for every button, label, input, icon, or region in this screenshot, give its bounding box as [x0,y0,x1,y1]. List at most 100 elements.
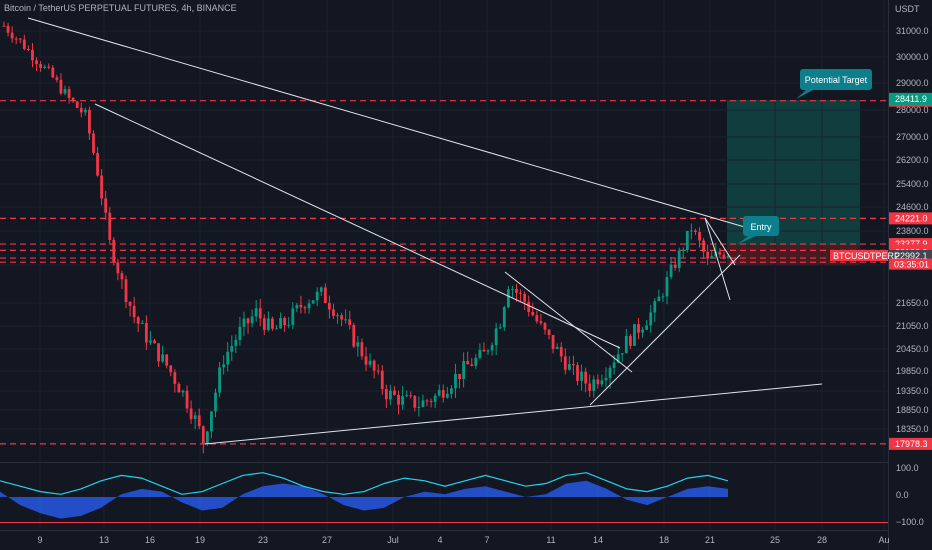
candle-body [421,400,425,407]
candle-body [689,230,693,232]
candle-body [242,318,246,327]
candle-body [63,89,67,94]
time-tick-label: 25 [770,535,780,545]
candle-body [92,133,95,153]
indicator-axis: 100.0 0.0 −100.0 [896,463,924,527]
candle-body [197,415,201,427]
candle-body [523,293,527,302]
candle-body [43,66,47,68]
trendline-rising[interactable] [589,254,741,406]
trendline-wedge-a[interactable] [704,217,731,301]
candle-body [470,364,474,366]
candle-body [539,321,543,324]
candle-body [506,289,510,308]
candle-body [344,319,348,321]
time-tick-label: 23 [258,535,268,545]
candle-body [116,262,120,274]
candle-body [710,256,714,259]
candle-body [718,251,722,255]
candle-body [384,388,388,400]
candle-body [153,340,156,344]
candle-body [494,328,498,346]
candle-body [311,300,315,304]
candle-body [519,292,522,294]
annotation-entry[interactable]: Entry [738,216,779,244]
trendline-upper[interactable] [27,17,749,229]
candle-body [18,38,22,40]
candle-body [478,349,482,358]
candle-body [543,323,547,330]
candle-body [222,364,226,368]
currency-label: USDT [895,4,920,14]
level-badge-label: 24221.0 [895,213,928,223]
candle-body [238,326,242,340]
trendline-support[interactable] [204,383,823,445]
candle-body [165,354,169,366]
annotation-potential-target[interactable]: Potential Target [796,69,872,99]
candle-body [413,395,417,408]
candle-body [51,67,55,78]
candle-body [10,32,14,39]
candle-body [592,379,596,391]
candle-body [201,426,205,444]
symbol-label: BTCUSDTPERP [833,251,900,261]
candle-body [502,307,506,328]
candle-body [149,340,152,343]
time-tick-label: 9 [37,535,42,545]
candle-body [657,296,661,302]
indicator-line [0,472,729,495]
price-axis[interactable]: 31000.0 30000.0 29000.0 28000.0 27000.0 26200… [896,26,929,434]
candle-body [35,60,38,65]
price-badges: 28344.424221.023377.923173.822924.022790… [889,92,932,450]
candle-body [6,25,10,33]
candle-body [429,401,433,403]
candle-body [555,347,559,349]
trendlines[interactable] [27,17,823,445]
candle-body [624,335,628,354]
annotation-label: Entry [750,222,772,232]
candle-body [279,318,282,329]
candle-body [258,308,262,319]
level-badge [889,437,932,450]
candle-body [136,317,140,324]
time-tick-label: 4 [437,535,442,545]
candle-body [104,198,108,213]
candle-body [580,371,583,381]
indicator-area [0,480,728,519]
price-badge-label: 28411.9 [895,94,927,104]
candle-body [47,66,51,68]
candle-body [360,342,364,357]
candle-body [694,230,697,233]
trendline-mid[interactable] [94,103,621,349]
price-badge [889,92,932,105]
candle-body [628,335,632,346]
candle-body [515,289,518,293]
candle-body [96,152,99,176]
candle-body [262,318,266,330]
candle-body [340,315,343,320]
candle-body [608,367,612,378]
candle-body [527,301,531,313]
candle-body [380,370,384,389]
candle-body [547,329,551,335]
trendline-wedge-b[interactable] [704,217,736,266]
indicator-tick-label: −100.0 [896,517,924,527]
trendline-flag[interactable] [504,271,633,373]
candle-body [100,175,104,199]
time-axis[interactable]: 9 13 16 19 23 27 Jul 4 7 11 14 18 21 25 28 Au [37,535,889,545]
price-tick-label: 21650.0 [896,298,929,308]
price-tick-label: 19850.0 [896,366,929,376]
time-tick-label: 14 [593,535,603,545]
candle-body [120,273,124,280]
candle-body [307,303,311,309]
candle-body [653,301,657,313]
candle-body [55,77,59,80]
candle-body [425,400,429,402]
candle-body [401,396,405,405]
candle-body [702,240,705,252]
price-tick-label: 18850.0 [896,405,929,415]
candle-body [649,312,653,326]
candle-body [181,390,185,393]
candle-body [450,388,453,394]
